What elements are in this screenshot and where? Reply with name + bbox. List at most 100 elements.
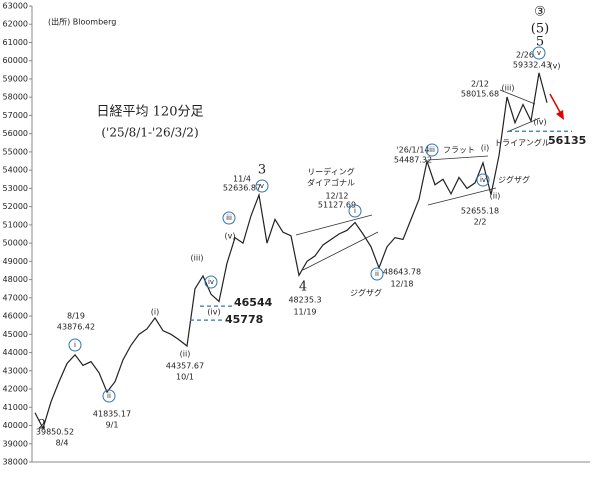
- annotation: 59332.43: [513, 61, 551, 70]
- annotation: ③: [534, 5, 546, 20]
- y-tick-label: 54000: [3, 166, 28, 175]
- annotation: ジグザグ: [498, 175, 530, 185]
- level-label: 45778: [225, 313, 263, 326]
- annotation: (iii): [191, 254, 204, 263]
- annotation: (ii): [180, 350, 191, 359]
- annotation: 2/12: [471, 80, 489, 89]
- annotation: 52636.87: [223, 184, 261, 193]
- annotation: '26/1/14: [396, 146, 429, 155]
- annotation: iii: [429, 146, 435, 154]
- annotation: 54487.32: [394, 156, 432, 165]
- annotation: ダイアゴナル: [307, 178, 355, 188]
- y-tick-label: 43000: [3, 366, 28, 375]
- y-tick-label: 41000: [3, 403, 28, 412]
- annotation: ジグザグ: [350, 288, 382, 298]
- y-tick-label: 45000: [3, 330, 28, 339]
- annotation: (5): [531, 22, 549, 37]
- annotation: 58015.68: [461, 90, 499, 99]
- annotation: 8/19: [67, 312, 85, 321]
- annotation: リーディング: [307, 167, 354, 177]
- wave-circle: [68, 338, 82, 352]
- annotation: 2/2: [474, 218, 487, 227]
- y-tick-label: 59000: [3, 74, 28, 83]
- y-tick-label: 53000: [3, 184, 28, 193]
- y-tick-label: 51000: [3, 220, 28, 229]
- y-tick-label: 40000: [3, 421, 28, 430]
- wave-circle: [425, 143, 439, 157]
- annotation: (v): [550, 62, 561, 71]
- y-tick-label: 42000: [3, 385, 28, 394]
- annotation: 5: [536, 35, 544, 50]
- y-tick-label: 49000: [3, 257, 28, 266]
- wave-circle: [348, 204, 362, 218]
- wave-circle: [370, 267, 384, 281]
- chart-subtitle: ('25/8/1-'26/3/2): [101, 126, 198, 140]
- y-tick-label: 60000: [3, 56, 28, 65]
- annotation: 8/4: [56, 439, 69, 448]
- chart-title: 日経平均 120分足: [97, 105, 204, 120]
- wave-circle: [204, 275, 218, 289]
- annotation: 11/4: [233, 175, 251, 184]
- y-tick-label: 57000: [3, 111, 28, 120]
- annotation: 51127.69: [318, 201, 356, 210]
- annotation: 11/19: [293, 308, 316, 317]
- wave-circle: [532, 46, 546, 60]
- annotation: iii: [226, 214, 232, 222]
- annotation: トライアングル: [494, 138, 550, 148]
- annotation: 41835.17: [93, 410, 131, 419]
- annotation: v: [537, 49, 541, 57]
- annotation: iv: [208, 278, 214, 286]
- price-line: [34, 72, 548, 430]
- annotation: 9/1: [106, 421, 119, 430]
- y-tick-label: 46000: [3, 312, 28, 321]
- annotation: 48235.3: [288, 296, 321, 305]
- y-tick-label: 58000: [3, 93, 28, 102]
- annotation: 39850.52: [36, 428, 74, 437]
- y-tick-label: 48000: [3, 275, 28, 284]
- annotation: 44357.67: [166, 362, 204, 371]
- y-tick-label: 39000: [3, 439, 28, 448]
- y-tick-label: 50000: [3, 239, 28, 248]
- y-tick-label: 47000: [3, 293, 28, 302]
- y-tick-label: 62000: [3, 20, 28, 29]
- y-tick-label: 63000: [3, 2, 28, 11]
- down-arrow: [549, 93, 564, 120]
- annotation: 2: [38, 418, 46, 433]
- annotation: 43876.42: [57, 323, 95, 332]
- annotation: i: [354, 207, 356, 215]
- annotation: (ii): [490, 192, 501, 201]
- y-tick-label: 52000: [3, 202, 28, 211]
- annotation: (i): [481, 144, 489, 153]
- level-label: 56135: [548, 134, 586, 147]
- wave-circle: [102, 389, 116, 403]
- wave-circle: [476, 173, 490, 187]
- annotation: (i): [151, 308, 159, 317]
- y-tick-label: 44000: [3, 348, 28, 357]
- wave-circle: [222, 211, 236, 225]
- annotation: 4: [299, 280, 307, 295]
- annotation: i: [74, 341, 76, 349]
- annotation: ii: [107, 392, 111, 400]
- annotation: (iii): [502, 84, 515, 93]
- annotation: 12/12: [325, 192, 348, 201]
- annotation: 10/1: [176, 373, 194, 382]
- annotation: 12/18: [390, 280, 413, 289]
- y-tick-label: 55000: [3, 147, 28, 156]
- annotation: 2/26: [516, 51, 534, 60]
- annotation: iv: [480, 176, 486, 184]
- annotation: 52655.18: [461, 207, 499, 216]
- wave-circle: [255, 179, 269, 193]
- annotation: 3: [258, 163, 266, 178]
- y-tick-label: 61000: [3, 38, 28, 47]
- annotation: (iv): [533, 118, 546, 127]
- annotation: (v): [225, 232, 236, 241]
- level-label: 46544: [234, 296, 273, 309]
- y-tick-label: 56000: [3, 129, 28, 138]
- annotation: フラット: [443, 146, 475, 155]
- annotation: ii: [375, 270, 379, 278]
- annotation: 48643.78: [383, 268, 421, 277]
- annotation: (iv): [207, 308, 220, 317]
- y-tick-label: 38000: [3, 458, 28, 467]
- source: (出所) Bloomberg: [48, 17, 116, 27]
